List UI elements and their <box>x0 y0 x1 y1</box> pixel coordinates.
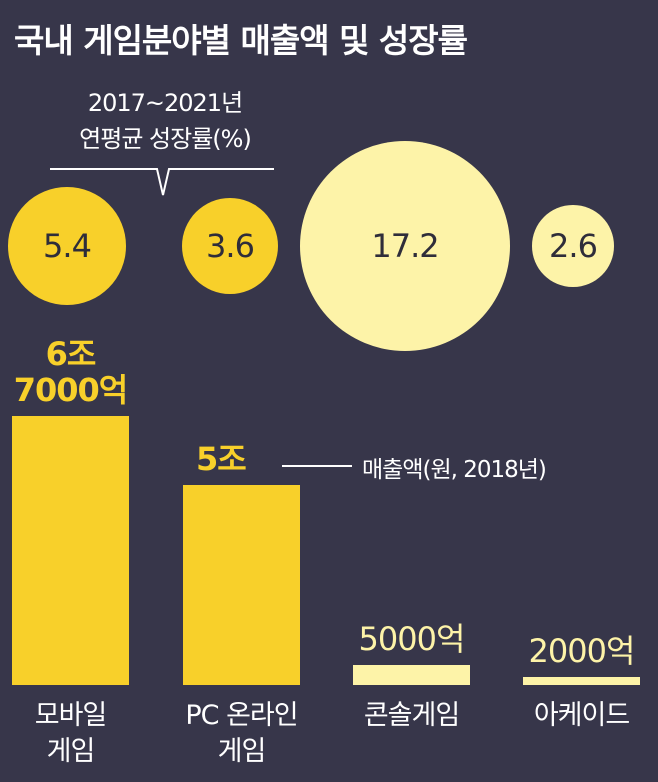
chart-title: 국내 게임분야별 매출액 및 성장률 <box>14 21 468 60</box>
growth-value-label: 3.6 <box>206 226 255 265</box>
sales-legend: 매출액(원, 2018년) <box>362 457 547 483</box>
category-label: 콘솔게임 <box>363 700 460 731</box>
bar-1 <box>12 416 129 685</box>
growth-note-line1: 2017~2021년 <box>87 89 243 117</box>
category-label: 게임 <box>46 736 96 767</box>
bar-value-label: 7000억 <box>13 371 129 410</box>
growth-value-label: 2.6 <box>549 226 598 265</box>
growth-bubble-1: 5.4 <box>8 187 126 305</box>
growth-value-label: 17.2 <box>371 227 439 265</box>
bar-value-label: 5조 <box>196 439 247 478</box>
growth-bubble-4: 2.6 <box>532 205 614 287</box>
category-label: 아케이드 <box>533 700 630 731</box>
growth-bubble-3: 17.2 <box>300 141 510 351</box>
bar-value-label: 5000억 <box>358 619 466 658</box>
growth-note-line2: 연평균 성장률(%) <box>79 125 252 153</box>
bar-value-label: 2000억 <box>528 631 636 670</box>
bar-3 <box>353 664 470 685</box>
bar-2 <box>183 484 300 685</box>
growth-value-label: 5.4 <box>43 226 92 265</box>
category-label: 게임 <box>217 736 267 767</box>
bar-value-label: 6조 <box>45 335 97 374</box>
category-label: 모바일 <box>34 700 108 731</box>
bar-4 <box>523 676 640 685</box>
growth-bubble-2: 3.6 <box>181 197 279 295</box>
legend-leader-line <box>282 465 352 467</box>
category-label: PC 온라인 <box>185 700 298 731</box>
growth-note-bracket <box>50 168 274 196</box>
